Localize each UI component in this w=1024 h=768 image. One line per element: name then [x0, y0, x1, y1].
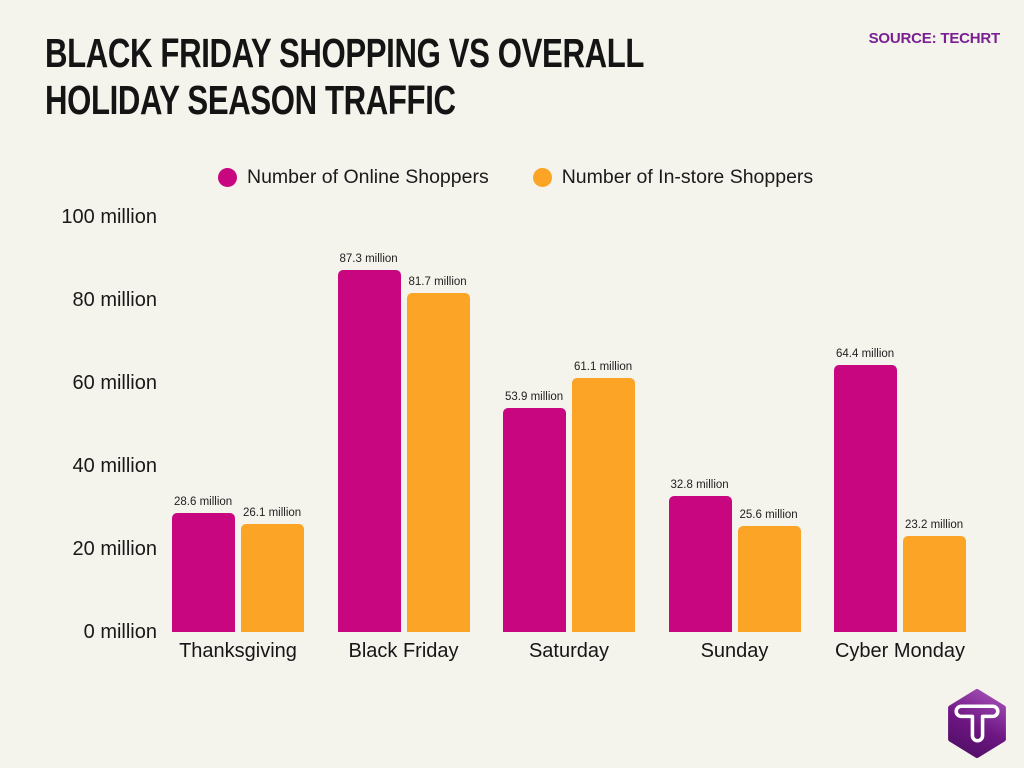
bar-value-label: 64.4 million [836, 347, 895, 360]
legend-dot-icon [218, 168, 237, 187]
source-credit: SOURCE: TECHRT [868, 30, 1001, 47]
y-axis: 0 million 20 million 40 million 60 million 8… [0, 0, 157, 768]
bar-instore [572, 378, 635, 632]
bar-value-label: 61.1 million [574, 361, 633, 374]
x-axis-label: Saturday [528, 640, 610, 662]
x-axis-label: Thanksgiving [179, 640, 297, 662]
page-title-line-2: HOLIDAY SEASON TRAFFIC [45, 77, 456, 123]
legend-item-instore: Number of In-store Shoppers [532, 166, 814, 189]
t-glyph-icon [954, 704, 1000, 743]
bar-value-label: 81.7 million [408, 275, 467, 288]
bar-instore [903, 535, 966, 632]
bar-instore [241, 523, 304, 632]
bar-value-label: 23.2 million [905, 518, 964, 531]
techrt-logo [948, 689, 1006, 758]
x-axis-label: Black Friday [348, 640, 459, 662]
bar-instore [737, 525, 801, 632]
y-axis-label: 100 million [61, 206, 157, 228]
y-axis-label: 0 million [83, 621, 157, 643]
bar-online [834, 364, 897, 632]
bar-instore [406, 292, 470, 632]
bar-online [503, 408, 566, 632]
bar-value-label: 53.9 million [505, 391, 564, 404]
hexagon-icon [948, 689, 1006, 758]
y-axis-label: 20 million [72, 538, 157, 560]
bar-value-label: 26.1 million [243, 506, 302, 519]
legend-item-online: Number of Online Shoppers [218, 166, 489, 189]
bar-online [668, 495, 732, 632]
legend-label: Number of Online Shoppers [247, 166, 489, 188]
bar-value-label: 28.6 million [174, 496, 233, 509]
bar-value-label: 87.3 million [339, 252, 398, 265]
chart-legend: Number of Online Shoppers Number of In-st… [218, 166, 813, 189]
bar-value-label: 25.6 million [739, 508, 798, 521]
legend-label: Number of In-store Shoppers [561, 166, 814, 188]
y-axis-label: 40 million [72, 455, 157, 477]
x-axis-label: Sunday [700, 640, 769, 662]
bar-online [172, 513, 235, 632]
page-title: BLACK FRIDAY SHOPPING VS OVERALL HOLIDAY… [45, 30, 833, 124]
x-axis-label: Cyber Monday [834, 640, 966, 662]
y-axis-label: 80 million [72, 289, 157, 311]
legend-dot-icon [532, 168, 552, 187]
bar-value-label: 32.8 million [670, 478, 729, 491]
y-axis-label: 60 million [72, 372, 157, 394]
page-title-line-1: BLACK FRIDAY SHOPPING VS OVERALL [45, 30, 645, 76]
bar-online [337, 269, 401, 632]
